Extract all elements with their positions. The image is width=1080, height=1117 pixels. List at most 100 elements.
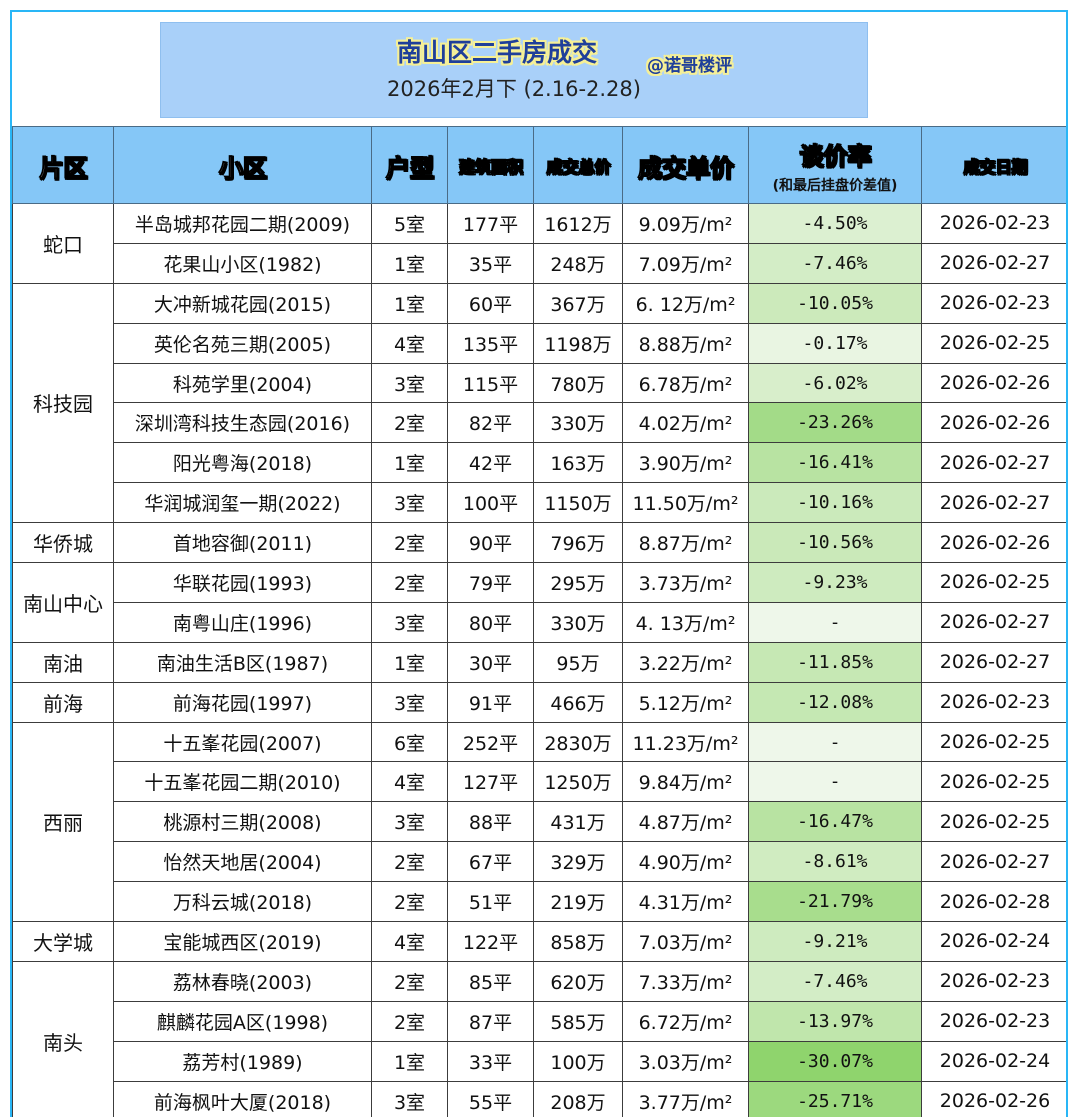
date-cell: 2026-02-23	[921, 203, 1066, 244]
report-title: 南山区二手房成交	[396, 38, 597, 67]
date-cell: 2026-02-27	[921, 601, 1066, 643]
unit-price-cell: 4.90万/m²	[622, 841, 749, 883]
area-cell: 西丽	[12, 721, 114, 923]
header-community: 小区	[113, 126, 372, 204]
rate-cell: -10.05%	[748, 282, 922, 324]
report-frame: 南山区二手房成交 @诺哥楼评 2026年2月下 (2.16-2.28) 片区 小…	[10, 10, 1068, 1117]
size-cell: 100平	[447, 482, 534, 524]
size-cell: 122平	[447, 921, 534, 962]
community-cell: 荔芳村(1989)	[113, 1040, 372, 1082]
table-row: 花果山小区(1982) 1室 35平 248万 7.09万/m² -7.46% 2026-0…	[13, 242, 1066, 284]
unit-price-cell: 4. 13万/m²	[622, 601, 749, 643]
total-cell: 466万	[533, 681, 623, 723]
date-cell: 2026-02-26	[921, 362, 1066, 404]
size-cell: 67平	[447, 841, 534, 883]
date-cell: 2026-02-27	[921, 242, 1066, 284]
table-row: 万科云城(2018) 2室 51平 219万 4.31万/m² -21.79% 2026-0…	[13, 881, 1066, 923]
community-cell: 十五峯花园二期(2010)	[113, 761, 372, 803]
unit-price-cell: 8.87万/m²	[622, 522, 749, 564]
community-cell: 首地容御(2011)	[113, 522, 372, 564]
rate-cell: -13.97%	[748, 1000, 922, 1042]
rate-cell: -	[748, 721, 922, 763]
table-row: 荔芳村(1989) 1室 33平 100万 3.03万/m² -30.07% 2026-02…	[13, 1040, 1066, 1082]
size-cell: 33平	[447, 1040, 534, 1082]
table-row: 科苑学里(2004) 3室 115平 780万 6.78万/m² -6.02% 2026-0…	[13, 362, 1066, 404]
rate-cell: -10.16%	[748, 482, 922, 524]
header-date: 成交日期	[921, 126, 1066, 204]
area-cell: 前海	[12, 681, 114, 723]
table-row: 华润城润玺一期(2022) 3室 100平 1150万 11.50万/m² -10.16%…	[13, 482, 1066, 524]
table-row: 南头 荔林春晓(2003) 2室 85平 620万 7.33万/m² -7.46% 2026-…	[12, 960, 1066, 1117]
date-cell: 2026-02-25	[921, 562, 1066, 603]
size-cell: 60平	[447, 282, 534, 324]
unit-price-cell: 7.09万/m²	[622, 242, 749, 284]
header-total: 成交总价	[533, 126, 623, 204]
layout-cell: 4室	[371, 322, 448, 364]
total-cell: 100万	[533, 1040, 623, 1082]
unit-price-cell: 3.73万/m²	[622, 562, 749, 603]
table-row: 华侨城 首地容御(2011) 2室 90平 796万 8.87万/m² -10.56% 202…	[12, 522, 1066, 564]
unit-price-cell: 4.87万/m²	[622, 801, 749, 843]
layout-cell: 3室	[371, 601, 448, 643]
rate-cell: -12.08%	[748, 681, 922, 723]
layout-cell: 2室	[371, 960, 448, 1002]
area-cell: 华侨城	[12, 522, 114, 564]
size-cell: 135平	[447, 322, 534, 364]
report-subtitle: 2026年2月下 (2.16-2.28)	[387, 77, 641, 101]
table-row: 大学城 宝能城西区(2019) 4室 122平 858万 7.03万/m² -9.21% 20…	[12, 921, 1066, 962]
layout-cell: 1室	[371, 282, 448, 324]
total-cell: 330万	[533, 402, 623, 444]
rate-cell: -30.07%	[748, 1040, 922, 1082]
size-cell: 91平	[447, 681, 534, 723]
community-cell: 麒麟花园A区(1998)	[113, 1000, 372, 1042]
unit-price-cell: 4.02万/m²	[622, 402, 749, 444]
total-cell: 367万	[533, 282, 623, 324]
rate-cell: -10.56%	[748, 522, 922, 564]
total-cell: 585万	[533, 1000, 623, 1042]
table-row: 前海枫叶大厦(2018) 3室 55平 208万 3.77万/m² -25.71% 2026…	[13, 1080, 1066, 1117]
size-cell: 55平	[447, 1080, 534, 1117]
total-cell: 208万	[533, 1080, 623, 1117]
community-cell: 南油生活B区(1987)	[113, 641, 372, 683]
rate-cell: -11.85%	[748, 641, 922, 683]
date-cell: 2026-02-23	[921, 282, 1066, 324]
date-cell: 2026-02-23	[921, 1000, 1066, 1042]
total-cell: 163万	[533, 442, 623, 484]
layout-cell: 6室	[371, 721, 448, 763]
table-row: 深圳湾科技生态园(2016) 2室 82平 330万 4.02万/m² -23.26% 20…	[13, 402, 1066, 444]
date-cell: 2026-02-25	[921, 322, 1066, 364]
layout-cell: 2室	[371, 1000, 448, 1042]
total-cell: 620万	[533, 960, 623, 1002]
table-row: 怡然天地居(2004) 2室 67平 329万 4.90万/m² -8.61% 2026-0…	[13, 841, 1066, 883]
rate-cell: -9.21%	[748, 921, 922, 962]
total-cell: 248万	[533, 242, 623, 284]
header-rate-note: (和最后挂盘价差值)	[772, 177, 898, 194]
date-cell: 2026-02-25	[921, 761, 1066, 803]
layout-cell: 3室	[371, 482, 448, 524]
table-row: 西丽 十五峯花园(2007) 6室 252平 2830万 11.23万/m² -2026-0…	[12, 721, 1066, 923]
date-cell: 2026-02-25	[921, 721, 1066, 763]
layout-cell: 3室	[371, 681, 448, 723]
layout-cell: 4室	[371, 921, 448, 962]
rate-cell: -21.79%	[748, 881, 922, 923]
title-banner: 南山区二手房成交 @诺哥楼评 2026年2月下 (2.16-2.28)	[160, 22, 868, 118]
header-rate: 谈价率 (和最后挂盘价差值)	[748, 126, 922, 204]
total-cell: 796万	[533, 522, 623, 564]
layout-cell: 2室	[371, 402, 448, 444]
total-cell: 329万	[533, 841, 623, 883]
layout-cell: 2室	[371, 881, 448, 923]
total-cell: 95万	[533, 641, 623, 683]
table-row: 南山中心 华联花园(1993) 2室 79平 295万 3.73万/m² -9.23% 202…	[12, 562, 1066, 643]
area-cell: 南油	[12, 641, 114, 683]
layout-cell: 5室	[371, 203, 448, 244]
table-row: 英伦名苑三期(2005) 4室 135平 1198万 8.88万/m² -0.17% 202…	[13, 322, 1066, 364]
total-cell: 1150万	[533, 482, 623, 524]
unit-price-cell: 3.77万/m²	[622, 1080, 749, 1117]
rate-cell: -	[748, 601, 922, 643]
rate-cell: -23.26%	[748, 402, 922, 444]
size-cell: 35平	[447, 242, 534, 284]
size-cell: 115平	[447, 362, 534, 404]
layout-cell: 1室	[371, 242, 448, 284]
date-cell: 2026-02-27	[921, 841, 1066, 883]
rate-cell: -9.23%	[748, 562, 922, 603]
